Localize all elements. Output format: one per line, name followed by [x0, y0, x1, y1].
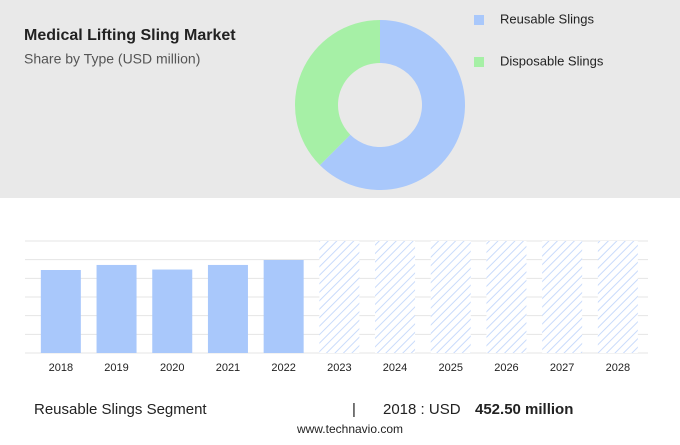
x-tick-label: 2021	[216, 362, 240, 374]
title: Medical Lifting Sling Market	[24, 27, 236, 44]
x-tick-label: 2020	[160, 362, 184, 374]
x-tick-label: 2027	[550, 362, 574, 374]
forecast-bar	[542, 241, 583, 353]
footer-value: 452.50 million	[475, 401, 573, 418]
x-tick-label: 2022	[271, 362, 295, 374]
forecast-bar	[375, 241, 416, 353]
legend-swatch	[474, 15, 484, 25]
source: www.technavio.com	[296, 422, 403, 436]
x-tick-label: 2024	[383, 362, 407, 374]
footer-segment: Reusable Slings Segment	[34, 401, 207, 418]
forecast-bar	[597, 241, 638, 353]
x-tick-label: 2028	[606, 362, 630, 374]
legend-label: Disposable Slings	[500, 53, 604, 68]
x-tick-label: 2023	[327, 362, 351, 374]
bar	[263, 260, 304, 353]
legend-label: Reusable Slings	[500, 11, 594, 26]
forecast-bar	[486, 241, 527, 353]
bar	[96, 264, 137, 353]
bar	[207, 264, 248, 353]
x-tick-label: 2019	[104, 362, 128, 374]
forecast-bar	[430, 241, 471, 353]
bar	[152, 269, 193, 353]
x-tick-label: 2026	[494, 362, 518, 374]
bar	[40, 270, 81, 353]
donut-slice	[319, 20, 465, 191]
x-tick-label: 2025	[439, 362, 463, 374]
legend-swatch	[474, 57, 484, 67]
separator: |	[352, 401, 356, 418]
footer-label: 2018 : USD	[383, 401, 461, 418]
donut-slice	[294, 20, 380, 166]
subtitle: Share by Type (USD million)	[24, 51, 200, 67]
x-tick-label: 2018	[49, 362, 73, 374]
forecast-bar	[319, 241, 360, 353]
